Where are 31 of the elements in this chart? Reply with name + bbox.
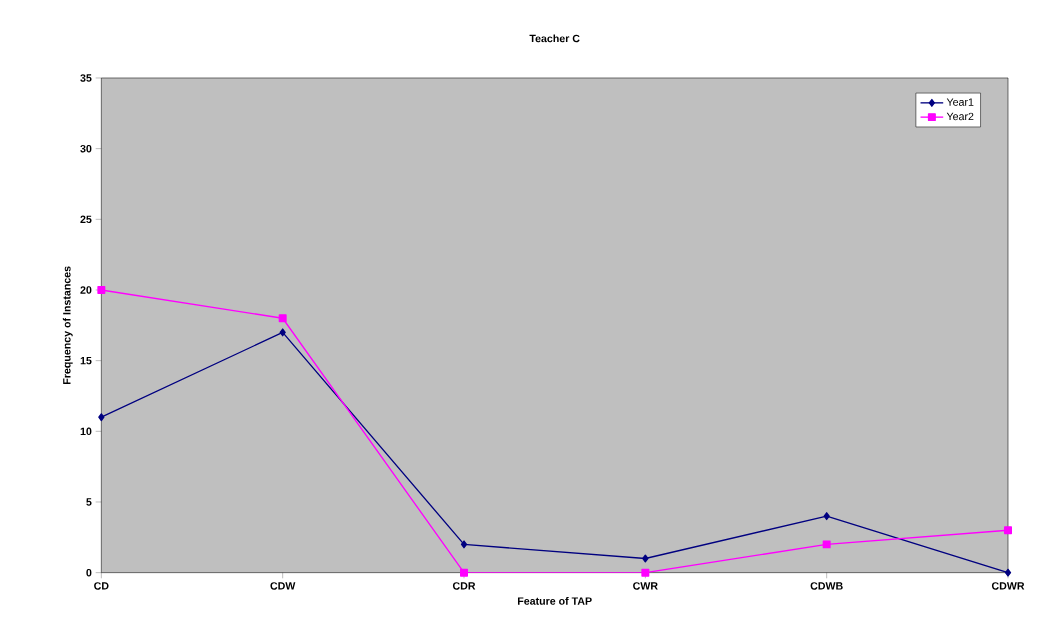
point	[641, 568, 650, 577]
x-tick-label: CDWR	[991, 582, 1025, 590]
y-tick-label: 30	[80, 144, 92, 153]
y-tick-label: 10	[80, 427, 92, 436]
y-tick-label: 0	[86, 568, 92, 577]
point	[822, 540, 831, 549]
point	[278, 314, 287, 323]
x-axis-title: Feature of TAP	[517, 596, 592, 605]
y-tick-label: 25	[80, 215, 92, 224]
point	[1004, 568, 1012, 577]
x-tick-label: CDW	[270, 582, 296, 590]
x-tick-label: CWR	[633, 582, 658, 590]
point	[642, 554, 649, 563]
y-tick-label: 15	[80, 356, 92, 365]
x-tick-label: CD	[94, 582, 109, 590]
point	[279, 328, 286, 337]
point	[1004, 526, 1012, 535]
y-tick-label: 35	[80, 74, 92, 82]
chart-title: Teacher C	[529, 34, 580, 43]
point	[98, 413, 105, 422]
x-tick-label: CDR	[452, 582, 476, 590]
legend-label: Year2	[946, 112, 974, 121]
point	[460, 568, 468, 577]
y-axis-title: Frequency of Instances	[62, 266, 73, 384]
legend-label: Year1	[946, 98, 974, 106]
point	[823, 512, 830, 521]
y-tick-label: 5	[86, 498, 92, 506]
point	[97, 286, 106, 294]
point	[460, 540, 468, 549]
y-tick-label: 20	[80, 286, 92, 294]
x-tick-label: CDWB	[810, 582, 843, 590]
